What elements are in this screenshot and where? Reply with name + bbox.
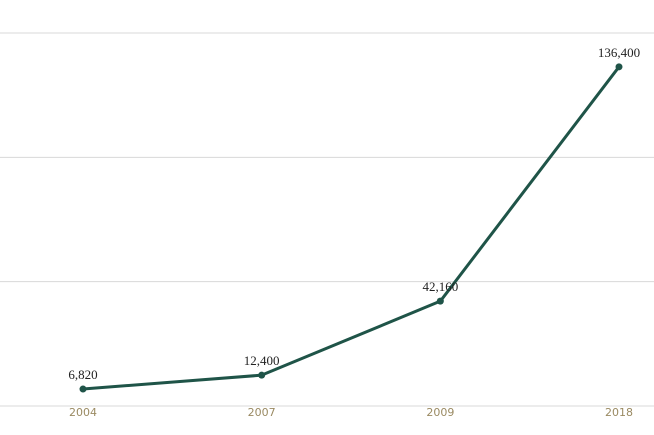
data-label: 136,400 (598, 45, 640, 60)
point (258, 371, 266, 379)
x-tick-label: 2007 (248, 406, 276, 419)
x-tick-label: 2004 (69, 406, 97, 419)
point (436, 297, 444, 305)
data-label: 12,400 (244, 353, 280, 368)
data-label: 6,820 (68, 367, 97, 382)
point (79, 385, 87, 393)
line (82, 65, 621, 391)
x-tick-label: 2018 (605, 406, 633, 419)
data-label: 42,160 (422, 279, 458, 294)
x-tick-label: 2009 (426, 406, 454, 419)
point (615, 63, 623, 71)
